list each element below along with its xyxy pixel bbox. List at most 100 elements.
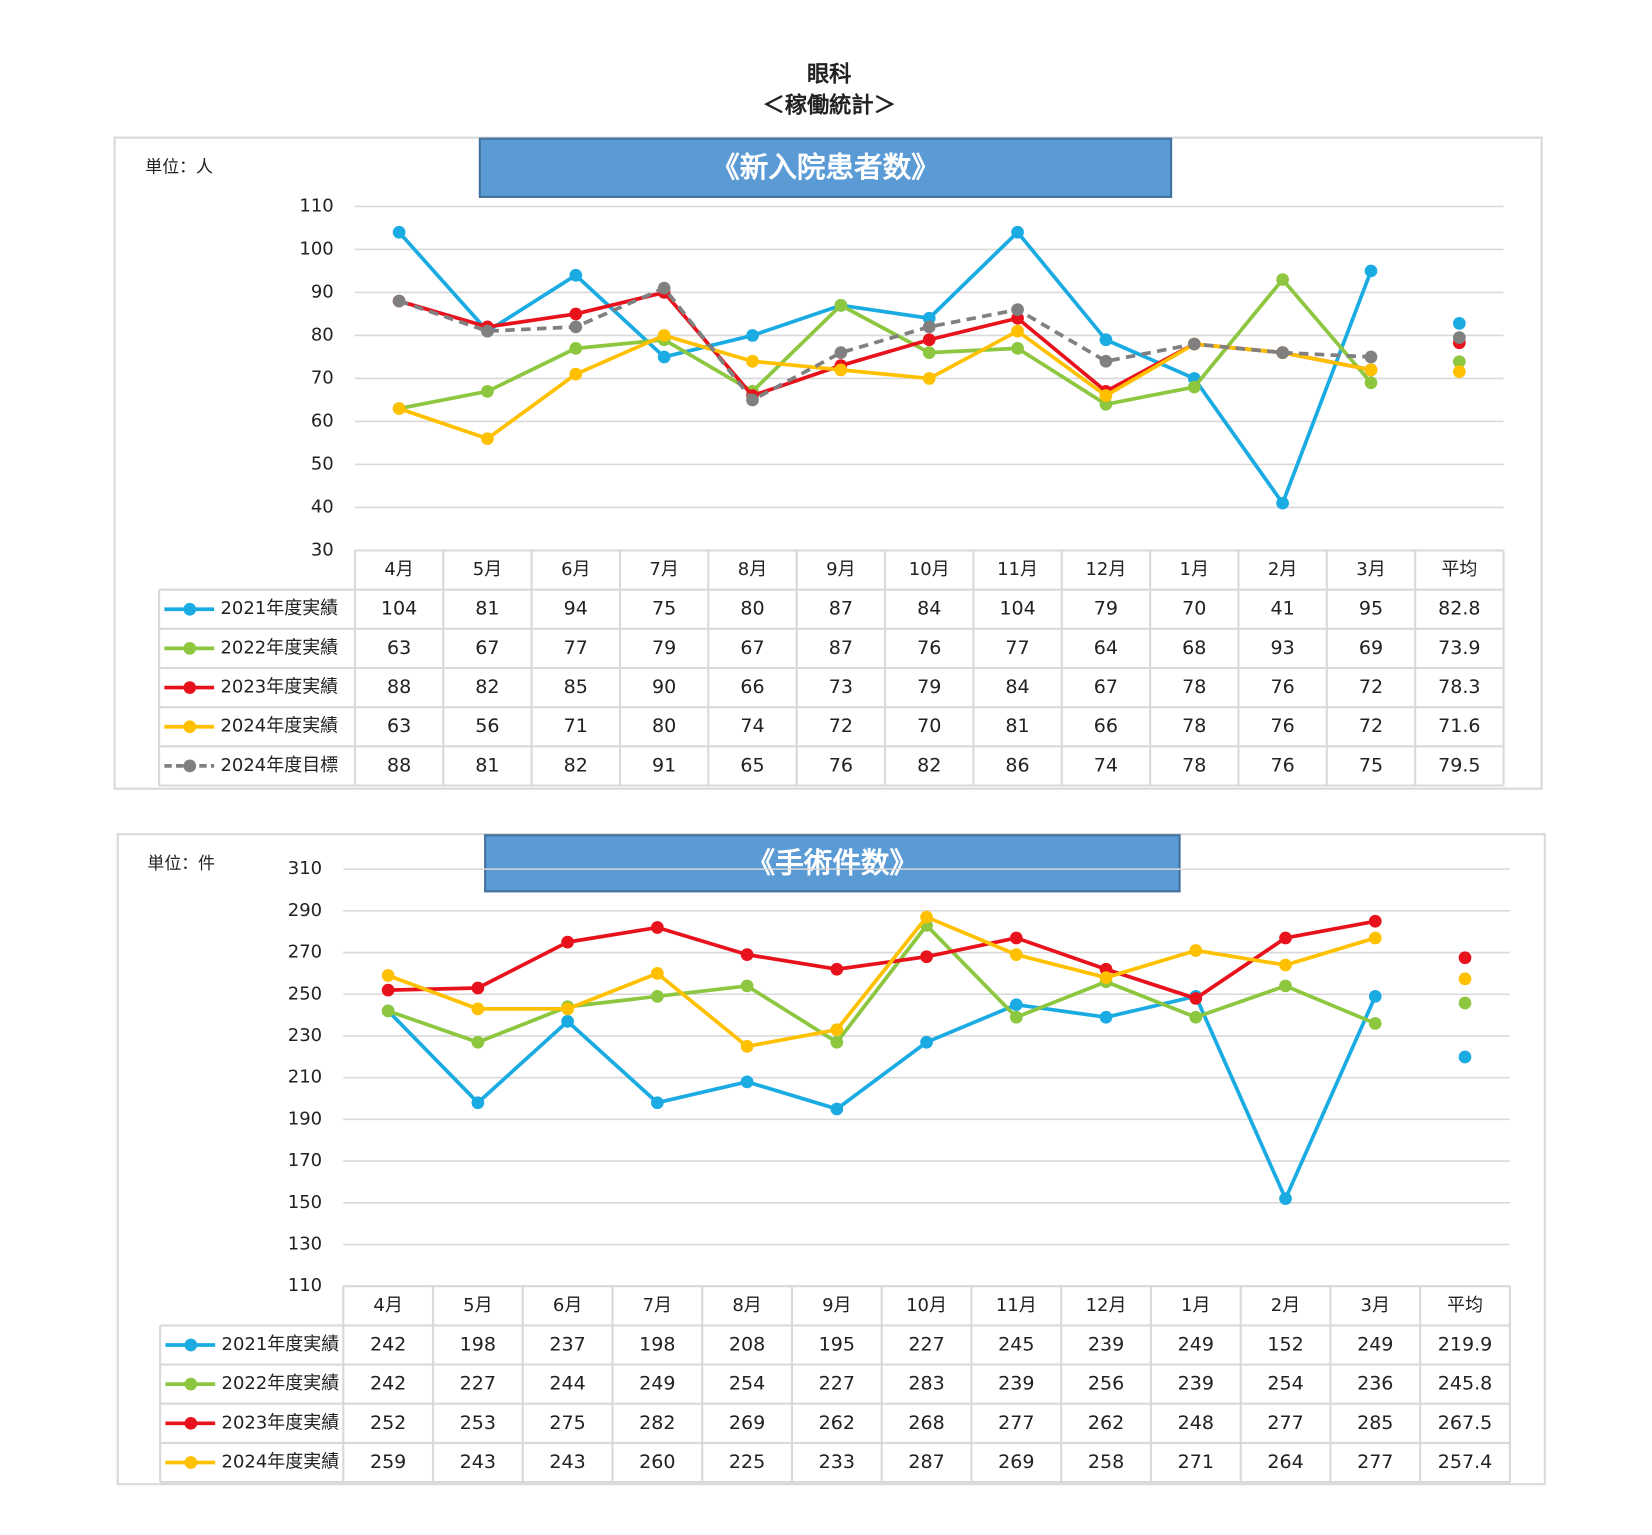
table-cell: 287 bbox=[908, 1451, 944, 1473]
data-point bbox=[657, 281, 671, 295]
table-cell: 75 bbox=[652, 598, 676, 620]
table-cell: 76 bbox=[1271, 754, 1295, 776]
legend-label: 2024年度実績 bbox=[222, 1451, 340, 1472]
table-cell: 269 bbox=[729, 1412, 765, 1434]
data-point bbox=[1187, 337, 1201, 351]
series-line bbox=[387, 915, 1376, 1049]
data-point bbox=[834, 346, 848, 360]
data-point bbox=[1279, 931, 1292, 945]
series-line bbox=[397, 230, 1373, 506]
data-point bbox=[830, 1102, 844, 1116]
table-cell: 87 bbox=[829, 637, 853, 659]
table-cell: 277 bbox=[998, 1412, 1034, 1434]
legend-swatch bbox=[183, 720, 197, 734]
data-point bbox=[1279, 958, 1292, 972]
table-cell: 72 bbox=[1359, 715, 1383, 737]
chart-title: 《新入院患者数》 bbox=[711, 150, 940, 184]
data-point bbox=[1276, 346, 1289, 360]
x-tick-label: 11月 bbox=[997, 559, 1038, 580]
legend-swatch bbox=[184, 1456, 198, 1469]
y-tick-label: 310 bbox=[288, 858, 322, 879]
table-cell: 80 bbox=[652, 715, 676, 737]
table-cell: 245 bbox=[998, 1333, 1034, 1355]
x-tick-label: 10月 bbox=[909, 559, 950, 580]
data-point bbox=[392, 402, 406, 415]
series-line bbox=[387, 923, 1376, 1045]
data-point bbox=[1279, 1192, 1292, 1205]
unit-label: 単位：件 bbox=[147, 853, 215, 873]
y-tick-label: 60 bbox=[311, 410, 334, 431]
y-tick-label: 70 bbox=[311, 367, 334, 388]
data-point bbox=[1364, 376, 1378, 390]
table-cell: 78 bbox=[1182, 676, 1206, 698]
data-point bbox=[1364, 264, 1378, 278]
table-cell: 65 bbox=[740, 754, 764, 776]
legend-label: 2024年度目標 bbox=[220, 755, 338, 776]
table-cell: 56 bbox=[475, 715, 499, 737]
table-cell: 104 bbox=[381, 598, 417, 620]
y-tick-label: 290 bbox=[288, 900, 322, 921]
average-point bbox=[1452, 365, 1466, 378]
data-point bbox=[740, 948, 754, 961]
x-tick-label: 平均 bbox=[1441, 559, 1477, 580]
table-cell: 63 bbox=[387, 637, 411, 659]
table-cell: 82 bbox=[564, 754, 588, 776]
data-point bbox=[561, 1015, 574, 1028]
table-cell: 239 bbox=[1088, 1333, 1124, 1355]
table-cell: 73 bbox=[829, 676, 853, 698]
table-cell: 72 bbox=[1359, 676, 1383, 698]
data-point bbox=[651, 921, 664, 934]
table-cell: 227 bbox=[460, 1373, 496, 1395]
table-cell: 271 bbox=[1178, 1451, 1214, 1473]
y-tick-label: 170 bbox=[288, 1150, 322, 1171]
table-cell: 249 bbox=[639, 1373, 675, 1395]
table-cell: 76 bbox=[1271, 715, 1295, 737]
data-point bbox=[740, 1040, 754, 1053]
legend-label: 2022年度実績 bbox=[222, 1373, 340, 1394]
data-point bbox=[922, 346, 936, 360]
table-cell: 88 bbox=[387, 754, 411, 776]
data-point bbox=[1368, 1017, 1382, 1030]
x-tick-label: 7月 bbox=[643, 1295, 672, 1316]
table-cell: 87 bbox=[829, 598, 853, 620]
data-point bbox=[471, 1002, 485, 1016]
x-tick-label: 8月 bbox=[738, 559, 767, 580]
y-tick-label: 210 bbox=[288, 1067, 322, 1088]
table-cell: 76 bbox=[917, 637, 941, 659]
table-cell: 94 bbox=[564, 598, 588, 620]
data-point bbox=[1189, 1010, 1203, 1024]
x-tick-label: 6月 bbox=[553, 1295, 582, 1316]
table-cell: 242 bbox=[370, 1333, 406, 1355]
table-cell: 73.9 bbox=[1438, 637, 1480, 659]
data-point bbox=[1099, 389, 1113, 403]
x-tick-label: 1月 bbox=[1180, 559, 1209, 580]
data-point bbox=[1189, 992, 1203, 1005]
table-cell: 64 bbox=[1094, 637, 1118, 659]
chart-title: 《手術件数》 bbox=[747, 845, 918, 879]
y-tick-label: 110 bbox=[299, 195, 333, 216]
data-point bbox=[746, 329, 759, 342]
table-cell: 244 bbox=[549, 1373, 585, 1395]
data-point bbox=[740, 979, 754, 993]
legend-label: 2022年度実績 bbox=[220, 637, 338, 658]
table-cell: 277 bbox=[1357, 1451, 1393, 1473]
table-cell: 63 bbox=[387, 715, 411, 737]
table-cell: 242 bbox=[370, 1373, 406, 1395]
table-cell: 71 bbox=[564, 715, 588, 737]
x-tick-label: 4月 bbox=[373, 1295, 402, 1316]
table-cell: 233 bbox=[819, 1451, 855, 1473]
data-point bbox=[481, 324, 494, 338]
series-line bbox=[386, 994, 1377, 1201]
table-cell: 81 bbox=[1005, 715, 1029, 737]
data-point bbox=[1187, 380, 1201, 394]
data-point bbox=[1099, 333, 1113, 347]
table-cell: 79.5 bbox=[1438, 754, 1480, 776]
data-point bbox=[1279, 979, 1292, 993]
y-tick-label: 230 bbox=[288, 1025, 322, 1046]
table-cell: 75 bbox=[1359, 754, 1383, 776]
data-point bbox=[746, 393, 759, 407]
table-cell: 90 bbox=[652, 676, 676, 698]
page-subtitle: ＜稼働統計＞ bbox=[763, 91, 896, 118]
y-tick-label: 190 bbox=[288, 1108, 322, 1129]
data-point bbox=[569, 307, 583, 321]
